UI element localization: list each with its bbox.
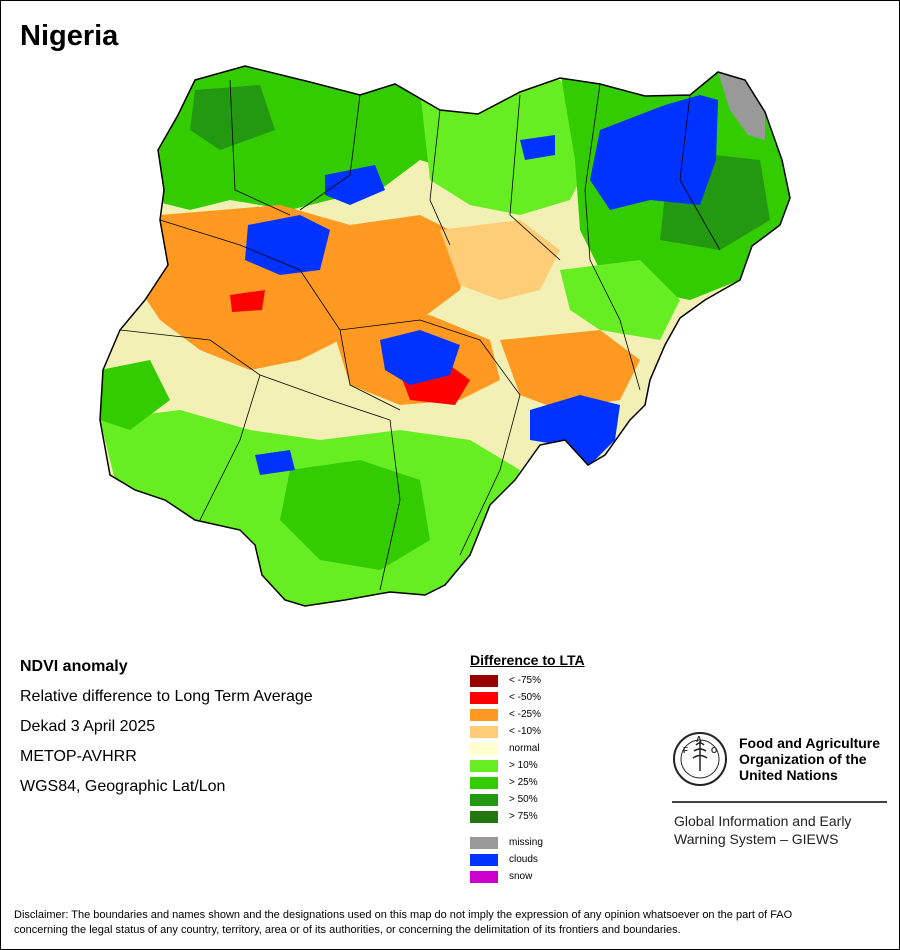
product-sensor: METOP-AVHRR: [20, 748, 137, 765]
clouds-north-central: [520, 135, 555, 160]
legend-extra-swatch: [470, 870, 498, 883]
legend-extra-row: snow: [470, 868, 585, 885]
orange-middle-west: [140, 205, 470, 370]
legend-item-label: > 25%: [509, 777, 538, 788]
legend-item-row: > 10%: [470, 757, 585, 774]
fao-name-line3: United Nations: [739, 767, 838, 783]
product-date: Dekad 3 April 2025: [20, 718, 156, 735]
clouds-northwest: [245, 215, 330, 275]
legend-items: < -75% < -50% < -25% < -10% normal > 10% > 25%…: [470, 672, 585, 825]
clouds-northeast: [590, 95, 718, 210]
legend-item-swatch: [470, 759, 498, 772]
dark-green-northwest: [190, 85, 275, 150]
legend-item-label: normal: [509, 743, 540, 754]
fao-logo-icon: F A O: [673, 732, 727, 786]
clouds-southwest: [255, 450, 295, 475]
legend-extra-swatch: [470, 853, 498, 866]
legend-extra-label: missing: [509, 837, 543, 848]
legend-item-label: > 10%: [509, 760, 538, 771]
legend-item-swatch: [470, 725, 498, 738]
anomaly-layer: [100, 66, 790, 606]
disclaimer-line1: Disclaimer: The boundaries and names sho…: [14, 909, 793, 921]
green-east-central: [560, 260, 680, 340]
legend-item-label: < -50%: [509, 692, 541, 703]
fao-name-line1: Food and Agriculture: [739, 735, 881, 751]
giews-line2: Warning System – GIEWS: [674, 831, 839, 847]
state-boundaries: [119, 79, 721, 591]
red-patch-west: [230, 290, 265, 312]
clouds-north: [325, 165, 385, 205]
map-info-block: NDVI anomaly Relative difference to Long…: [20, 657, 313, 807]
legend-item-label: > 50%: [509, 794, 538, 805]
disclaimer: Disclaimer: The boundaries and names sho…: [14, 908, 884, 938]
fao-name: Food and Agriculture Organization of the…: [739, 735, 899, 783]
fao-logo-letter-o: O: [711, 746, 717, 755]
legend-item-label: < -10%: [509, 726, 541, 737]
fao-name-line2: Organization of the: [739, 751, 867, 767]
disclaimer-line2: concerning the legal status of any count…: [14, 924, 681, 936]
legend-extra-label: clouds: [509, 854, 538, 865]
orange-east: [500, 330, 640, 410]
legend-item-row: < -75%: [470, 672, 585, 689]
legend-item-swatch: [470, 793, 498, 806]
legend-item-row: > 50%: [470, 791, 585, 808]
legend-extra-row: missing: [470, 834, 585, 851]
giews-name: Global Information and Early Warning Sys…: [674, 812, 889, 848]
legend-item-row: < -50%: [470, 689, 585, 706]
legend-title: Difference to LTA: [470, 652, 585, 668]
legend-item-swatch: [470, 691, 498, 704]
light-orange-middle: [440, 220, 560, 300]
green-south-central: [280, 460, 430, 570]
product-projection: WGS84, Geographic Lat/Lon: [20, 778, 226, 795]
legend-item-swatch: [470, 776, 498, 789]
legend: Difference to LTA < -75% < -50% < -25% < -1…: [470, 652, 585, 885]
legend-item-label: < -25%: [509, 709, 541, 720]
legend-item-label: < -75%: [509, 675, 541, 686]
fao-logo-letter-a: A: [696, 735, 702, 744]
green-north-central: [420, 80, 600, 215]
legend-item-row: > 25%: [470, 774, 585, 791]
ndvi-map: [99, 65, 791, 607]
legend-item-row: normal: [470, 740, 585, 757]
legend-extra-swatch: [470, 836, 498, 849]
product-description: Relative difference to Long Term Average: [20, 688, 313, 705]
legend-item-row: > 75%: [470, 808, 585, 825]
legend-item-row: < -25%: [470, 706, 585, 723]
map-title: Nigeria: [20, 20, 119, 52]
legend-extra-items: missing clouds snow: [470, 834, 585, 885]
legend-extra-row: clouds: [470, 851, 585, 868]
legend-item-swatch: [470, 708, 498, 721]
fao-logo-letter-f: F: [683, 746, 688, 755]
legend-item-swatch: [470, 810, 498, 823]
legend-item-row: < -10%: [470, 723, 585, 740]
product-name: NDVI anomaly: [20, 658, 128, 675]
legend-item-swatch: [470, 674, 498, 687]
clouds-central: [380, 330, 460, 385]
giews-line1: Global Information and Early: [674, 813, 852, 829]
legend-item-swatch: [470, 742, 498, 755]
green-southwest: [100, 360, 170, 430]
fao-divider: [672, 801, 887, 803]
legend-item-label: > 75%: [509, 811, 538, 822]
missing-data-area: [718, 72, 765, 140]
clouds-southeast: [530, 395, 620, 465]
legend-extra-label: snow: [509, 871, 533, 882]
